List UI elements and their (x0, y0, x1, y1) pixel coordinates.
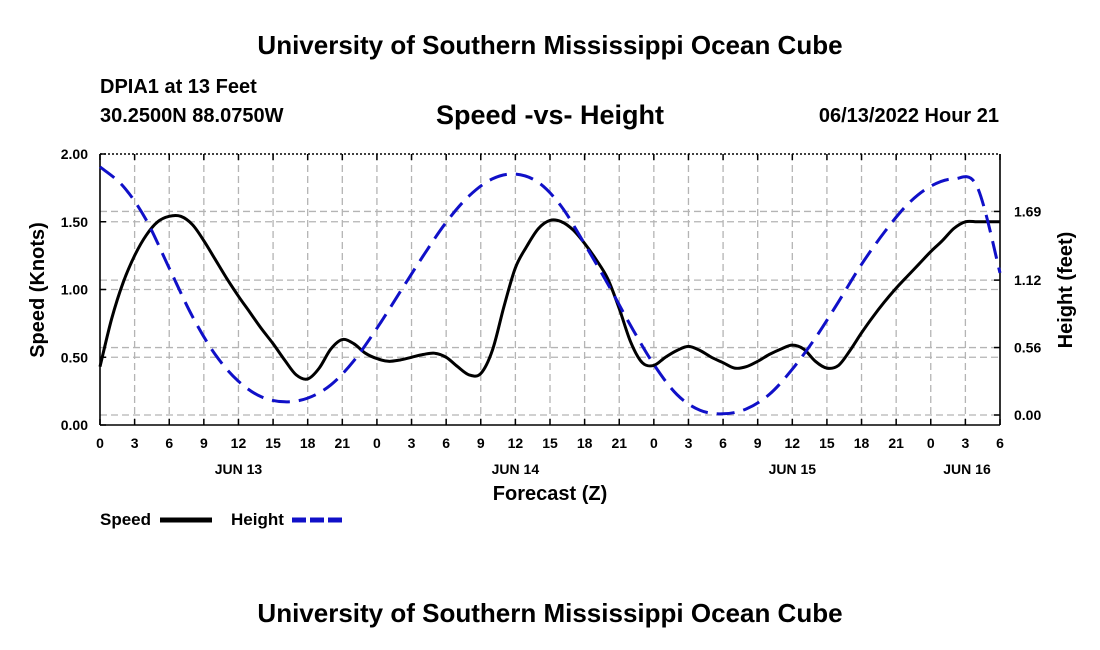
x-tick-label: 0 (927, 435, 935, 451)
y-tick-label: 1.00 (61, 282, 88, 298)
footer-title: University of Southern Mississippi Ocean… (257, 598, 843, 628)
x-tick-label: 12 (508, 435, 524, 451)
y-tick-label: 0.00 (61, 417, 88, 433)
station-coordinates: 30.2500N 88.0750W (100, 105, 284, 127)
x-tick-label: 9 (477, 435, 485, 451)
day-label: JUN 14 (492, 461, 540, 477)
chart-title: Speed -vs- Height (435, 100, 665, 130)
y-tick-label: 2.00 (61, 146, 88, 162)
x-tick-label: 6 (719, 435, 727, 451)
legend-label-speed: Speed (100, 510, 151, 529)
forecast-timestamp: 06/13/2022 Hour 21 (818, 105, 999, 127)
x-tick-label: 3 (408, 435, 416, 451)
y-right-tick-label: 0.00 (1014, 407, 1041, 423)
legend-label-height: Height (231, 510, 284, 529)
x-tick-label: 0 (373, 435, 381, 451)
day-label: JUN 13 (215, 461, 263, 477)
y-right-tick-label: 1.69 (1014, 203, 1041, 219)
x-tick-label: 3 (961, 435, 969, 451)
y-right-tick-label: 0.56 (1014, 340, 1041, 356)
x-tick-label: 0 (650, 435, 658, 451)
height-series-line (99, 165, 1002, 416)
x-tick-label: 15 (542, 435, 558, 451)
x-tick-label: 12 (231, 435, 247, 451)
x-tick-label: 15 (265, 435, 281, 451)
x-tick-label: 6 (165, 435, 173, 451)
x-tick-label: 18 (854, 435, 870, 451)
y-right-tick-label: 1.12 (1014, 272, 1041, 288)
x-tick-label: 6 (442, 435, 450, 451)
x-tick-label: 6 (996, 435, 1004, 451)
x-tick-label: 18 (300, 435, 316, 451)
x-tick-label: 12 (785, 435, 801, 451)
x-tick-label: 21 (888, 435, 904, 451)
x-tick-label: 15 (819, 435, 835, 451)
x-tick-label: 9 (754, 435, 762, 451)
station-label: DPIA1 at 13 Feet (100, 76, 257, 98)
x-tick-label: 0 (96, 435, 104, 451)
y-tick-label: 1.50 (61, 214, 88, 230)
y-axis-title: Speed (Knots) (27, 222, 49, 358)
x-tick-label: 18 (577, 435, 593, 451)
x-tick-label: 9 (200, 435, 208, 451)
y-right-axis-title: Height (feet) (1055, 232, 1077, 349)
day-label: JUN 15 (769, 461, 817, 477)
x-tick-label: 3 (685, 435, 693, 451)
x-axis-title: Forecast (Z) (493, 483, 607, 505)
x-tick-label: 3 (131, 435, 139, 451)
speed-series-line (98, 213, 1000, 381)
y-tick-label: 0.50 (61, 349, 88, 365)
day-label: JUN 16 (943, 461, 991, 477)
x-tick-label: 21 (611, 435, 627, 451)
page-title: University of Southern Mississippi Ocean… (257, 30, 843, 60)
x-tick-label: 21 (335, 435, 351, 451)
